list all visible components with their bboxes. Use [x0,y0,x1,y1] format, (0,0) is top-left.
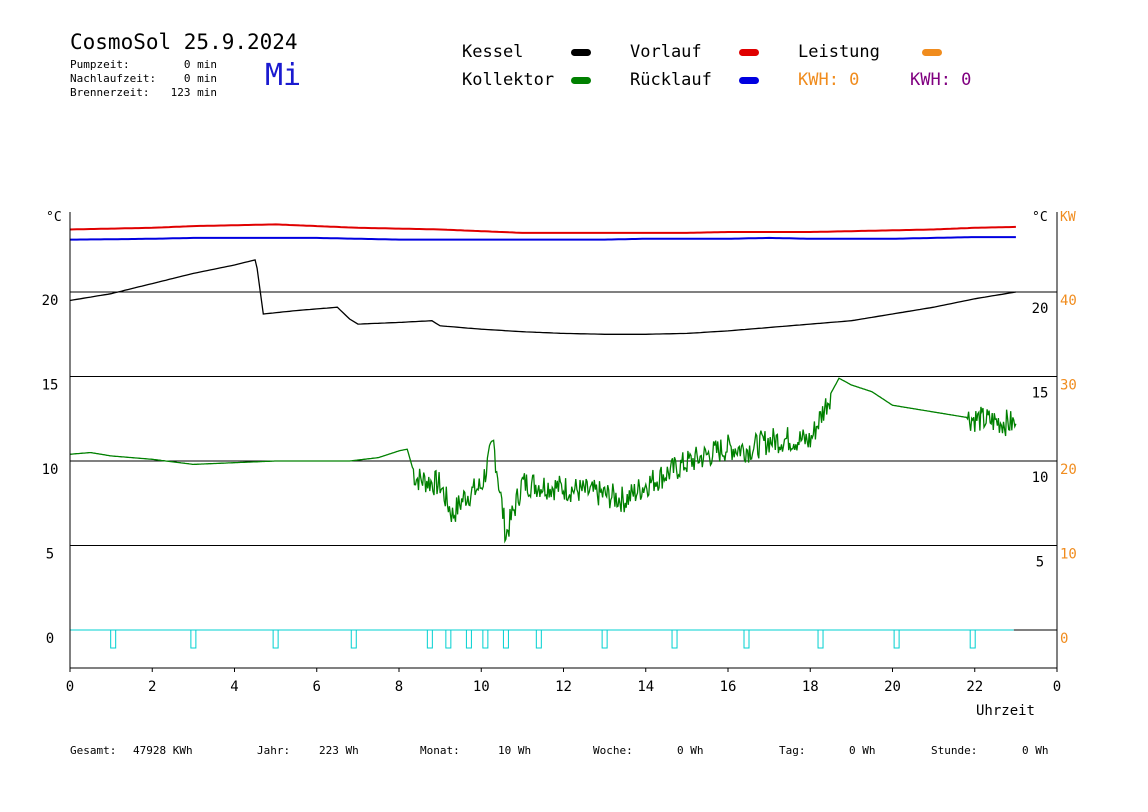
left-tick-label: 20 [42,293,59,309]
x-tick-label: 10 [473,679,490,695]
legend-ruecklauf-label: Rücklauf [630,70,712,90]
left-axis-unit: °C [46,210,62,225]
weekday-label: Mi [265,58,302,93]
left-tick-label: 10 [42,462,59,478]
x-tick-label: 6 [313,679,321,695]
x-tick-label: 18 [802,679,819,695]
right-tick-label-temp: 10 [1032,470,1049,486]
footer-tag-value: 0 Wh [849,744,876,757]
pump-pulse [502,629,509,649]
footer-woche-value: 0 Wh [677,744,704,757]
pump-pulse [445,629,452,649]
x-tick-label: 0 [66,679,74,695]
footer-monat-label: Monat: [420,744,460,757]
legend-leistung-label: Leistung [798,42,880,62]
x-tick-label: 4 [230,679,238,695]
legend-kessel-swatch [571,49,591,56]
pump-pulse [601,629,608,649]
pump-pulse [110,629,117,649]
legend-vorlauf-swatch [739,49,759,56]
right-tick-label-power: 0 [1060,631,1068,647]
x-tick-label: 0 [1053,679,1061,695]
x-tick-label: 12 [555,679,572,695]
footer-stunde-label: Stunde: [931,744,978,757]
legend-kwh-purple: KWH: 0 [910,70,972,90]
pump-pulse [743,629,750,649]
legend-ruecklauf-swatch [739,77,759,84]
pump-pulse [535,629,542,649]
x-tick-label: 8 [395,679,403,695]
pump-pulse [465,629,472,649]
left-tick-label: 0 [46,631,54,647]
stat-label-nachlaufzeit: Nachlaufzeit: [70,72,157,85]
pump-pulse [969,629,976,649]
stat-value-pumpzeit: 0 min [183,58,217,71]
pump-pulse [671,629,678,649]
stat-value-brennerzeit: 123 min [170,86,217,99]
right-tick-label-power: 10 [1060,547,1077,563]
legend-kollektor-label: Kollektor [462,70,555,90]
footer-gesamt-label: Gesamt: [70,744,117,757]
x-tick-label: 22 [966,679,983,695]
pump-pulse [817,629,824,649]
pump-pulse [482,629,489,649]
pump-pulse [190,629,197,649]
footer-jahr-value: 223 Wh [319,744,359,757]
stat-label-pumpzeit: Pumpzeit: [70,58,130,71]
x-tick-label: 14 [637,679,654,695]
footer-tag-label: Tag: [779,744,806,757]
footer-gesamt-value: 47928 KWh [133,744,193,757]
legend-vorlauf-label: Vorlauf [630,42,702,62]
pump-pulse [272,629,279,649]
legend-kollektor-swatch [571,77,591,84]
footer-stunde-value: 0 Wh [1022,744,1049,757]
left-tick-label: 15 [42,378,59,394]
legend-kessel-label: Kessel [462,42,524,62]
series-kessel [69,259,1017,335]
footer-jahr-label: Jahr: [257,744,291,757]
series-vorlauf [69,223,1016,234]
right-tick-label-temp: 5 [1036,555,1044,571]
stat-value-nachlaufzeit: 0 min [183,72,217,85]
x-tick-label: 20 [884,679,901,695]
footer-monat-value: 10 Wh [498,744,532,757]
pump-pulse [893,629,900,649]
pump-pulse [350,629,357,649]
left-tick-label: 5 [46,547,54,563]
right-tick-label-power: 20 [1060,462,1077,478]
stat-label-brennerzeit: Brennerzeit: [70,86,150,99]
footer-woche-label: Woche: [593,744,633,757]
x-axis-label: Uhrzeit [976,703,1035,719]
x-tick-label: 16 [720,679,737,695]
right-axis-unit-temp: °C [1032,210,1048,225]
legend-leistung-swatch [922,49,942,56]
series-rücklauf [70,236,1016,241]
pump-pulse [426,629,433,649]
right-tick-label-power: 40 [1060,293,1077,309]
series-kollektor [70,377,1017,544]
page-title: CosmoSol 25.9.2024 [70,30,298,54]
right-tick-label-temp: 15 [1032,386,1049,402]
legend-kwh-orange: KWH: 0 [798,70,860,90]
right-tick-label-temp: 20 [1032,301,1049,317]
right-axis-unit-power: KW [1060,210,1076,225]
right-tick-label-power: 30 [1060,378,1077,394]
x-tick-label: 2 [148,679,156,695]
